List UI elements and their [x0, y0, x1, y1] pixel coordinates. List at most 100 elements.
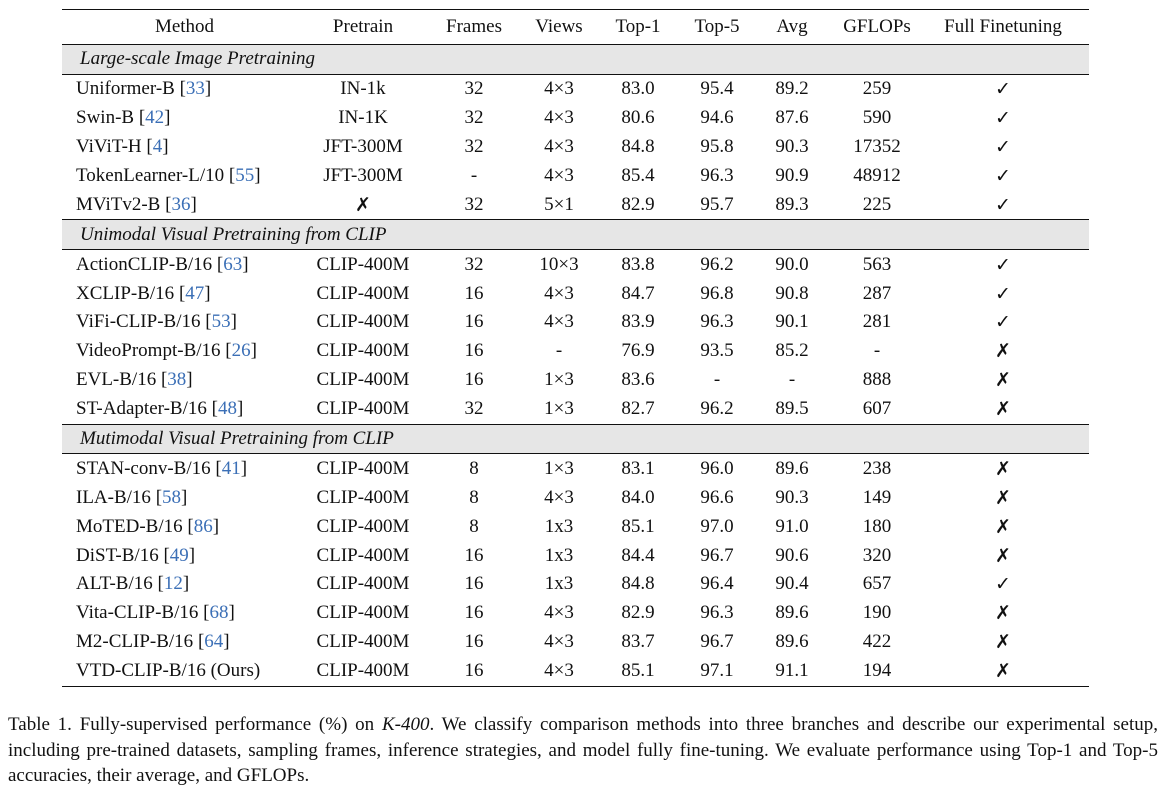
citation-bracket: ] — [188, 544, 196, 566]
cell-avg: 90.4 — [775, 573, 809, 595]
citation-bracket: [ — [179, 78, 186, 100]
cell-pretrain: CLIP-400M — [316, 282, 410, 304]
cell-pretrain: CLIP-400M — [316, 340, 410, 362]
cross-icon: ✗ — [995, 602, 1011, 625]
header-row: Method Pretrain Frames Views Top-1 Top-5… — [62, 9, 1089, 45]
col-frames: Frames — [446, 16, 502, 37]
cell-method: ILA-B/16 [58] — [62, 483, 307, 512]
method-name: MViTv2-B — [76, 193, 161, 215]
section-title: Unimodal Visual Pretraining from CLIP — [62, 219, 1089, 251]
table-row: Swin-B [42] IN-1K 32 4×3 80.6 94.6 87.6 590 ✓ — [62, 104, 1089, 133]
citation-link[interactable]: 55 — [235, 165, 255, 186]
cell-top1: 82.7 — [621, 398, 655, 420]
cell-top5: 96.6 — [700, 486, 734, 508]
cell-avg: 89.3 — [775, 193, 809, 215]
table-row: Uniformer-B [33] IN-1k 32 4×3 83.0 95.4 89.2 25… — [62, 74, 1089, 103]
cell-pretrain: CLIP-400M — [316, 515, 410, 537]
check-icon: ✓ — [995, 573, 1011, 596]
citation-bracket: [ — [211, 398, 218, 420]
method-name: STAN-conv-B/16 — [76, 457, 211, 479]
cell-method: Swin-B [42] — [62, 104, 307, 133]
cell-method: MoTED-B/16 [86] — [62, 512, 307, 541]
table-row: EVL-B/16 [38] CLIP-400M 16 1×3 83.6 - - 888 ✗ — [62, 366, 1089, 395]
col-top5: Top-5 — [694, 16, 740, 37]
col-method: Method — [154, 16, 215, 37]
method-name: VTD-CLIP-B/16 (Ours) — [76, 660, 261, 682]
citation-link[interactable]: 53 — [211, 311, 231, 333]
cell-pretrain: CLIP-400M — [316, 544, 410, 566]
cell-top5: 96.3 — [700, 165, 734, 186]
col-avg: Avg — [776, 16, 808, 37]
cell-frames: 8 — [469, 457, 479, 479]
citation-link[interactable]: 64 — [204, 631, 224, 653]
cell-top1: 84.7 — [621, 282, 655, 304]
citation-link[interactable]: 47 — [185, 282, 205, 304]
caption-label: Table 1. — [8, 714, 72, 735]
cell-method: Vita-CLIP-B/16 [68] — [62, 599, 307, 628]
method-name: ALT-B/16 — [76, 573, 153, 595]
cell-top1: 83.0 — [621, 78, 655, 100]
results-table: Method Pretrain Frames Views Top-1 Top-5… — [62, 9, 1089, 687]
citation-link[interactable]: 48 — [217, 398, 237, 420]
method-name: EVL-B/16 — [76, 369, 157, 391]
cell-views: 4×3 — [544, 136, 574, 158]
citation-link[interactable]: 4 — [152, 136, 163, 158]
cell-method: DiST-B/16 [49] — [62, 541, 307, 570]
cell-avg: 90.8 — [775, 282, 809, 304]
citation-link[interactable]: 86 — [193, 515, 213, 537]
citation-link[interactable]: 41 — [221, 457, 241, 479]
cell-pretrain: CLIP-400M — [316, 573, 410, 595]
cell-top5: 96.2 — [700, 253, 734, 275]
cross-icon: ✗ — [995, 631, 1011, 654]
citation-link[interactable]: 36 — [171, 193, 191, 215]
cell-method: ViViT-H [4] — [62, 133, 307, 162]
check-icon: ✓ — [995, 193, 1011, 216]
citation-bracket: ] — [230, 311, 237, 333]
cell-views: - — [555, 340, 563, 362]
citation-link[interactable]: 33 — [185, 78, 205, 100]
cell-method: M2-CLIP-B/16 [64] — [62, 628, 307, 657]
section-header-row: Mutimodal Visual Pretraining from CLIP — [62, 423, 1089, 455]
cell-views: 5×1 — [544, 193, 574, 215]
check-icon: ✓ — [995, 253, 1011, 276]
citation-link[interactable]: 42 — [145, 107, 165, 129]
cell-avg: 90.1 — [775, 311, 809, 333]
citation-bracket: [ — [178, 282, 186, 304]
cell-gflops: 17352 — [853, 136, 901, 158]
citation-link[interactable]: 68 — [209, 602, 229, 624]
citation-bracket: [ — [197, 631, 205, 653]
cell-top1: 84.8 — [621, 136, 655, 158]
citation-link[interactable]: 58 — [162, 486, 182, 508]
citation-bracket: ] — [228, 602, 235, 624]
cell-frames: 16 — [464, 282, 484, 304]
cell-pretrain: CLIP-400M — [316, 253, 410, 275]
cell-gflops: 149 — [862, 486, 892, 508]
table-section: Mutimodal Visual Pretraining from CLIP ST… — [62, 423, 1089, 687]
cell-top5: 96.7 — [700, 544, 734, 566]
citation-link[interactable]: 12 — [163, 573, 183, 595]
cell-method: ST-Adapter-B/16 [48] — [62, 395, 307, 424]
cell-top5: 97.0 — [700, 515, 734, 537]
cell-gflops: 48912 — [853, 165, 901, 186]
cell-avg: 91.0 — [775, 515, 809, 537]
citation-bracket: [ — [228, 165, 236, 186]
cell-views: 4×3 — [544, 631, 574, 653]
citation-link[interactable]: 63 — [223, 253, 243, 275]
table-row: ViViT-H [4] JFT-300M 32 4×3 84.8 95.8 90.3 1735… — [62, 133, 1089, 162]
cross-icon: ✗ — [995, 369, 1011, 392]
cell-top5: 96.0 — [700, 457, 734, 479]
citation-link[interactable]: 49 — [169, 544, 189, 566]
citation-bracket: ] — [190, 193, 197, 215]
cell-gflops: 190 — [862, 602, 892, 624]
citation-link[interactable]: 38 — [167, 369, 187, 391]
cell-views: 10×3 — [539, 253, 579, 275]
citation-link[interactable]: 26 — [231, 340, 251, 362]
cell-views: 1×3 — [544, 369, 574, 391]
cell-avg: 90.9 — [775, 165, 809, 186]
cell-top1: 83.7 — [621, 631, 655, 653]
col-views: Views — [535, 16, 583, 37]
check-icon: ✓ — [995, 165, 1011, 187]
cell-gflops: 607 — [862, 398, 892, 420]
cross-icon: ✗ — [995, 660, 1011, 683]
cell-frames: 8 — [469, 486, 479, 508]
